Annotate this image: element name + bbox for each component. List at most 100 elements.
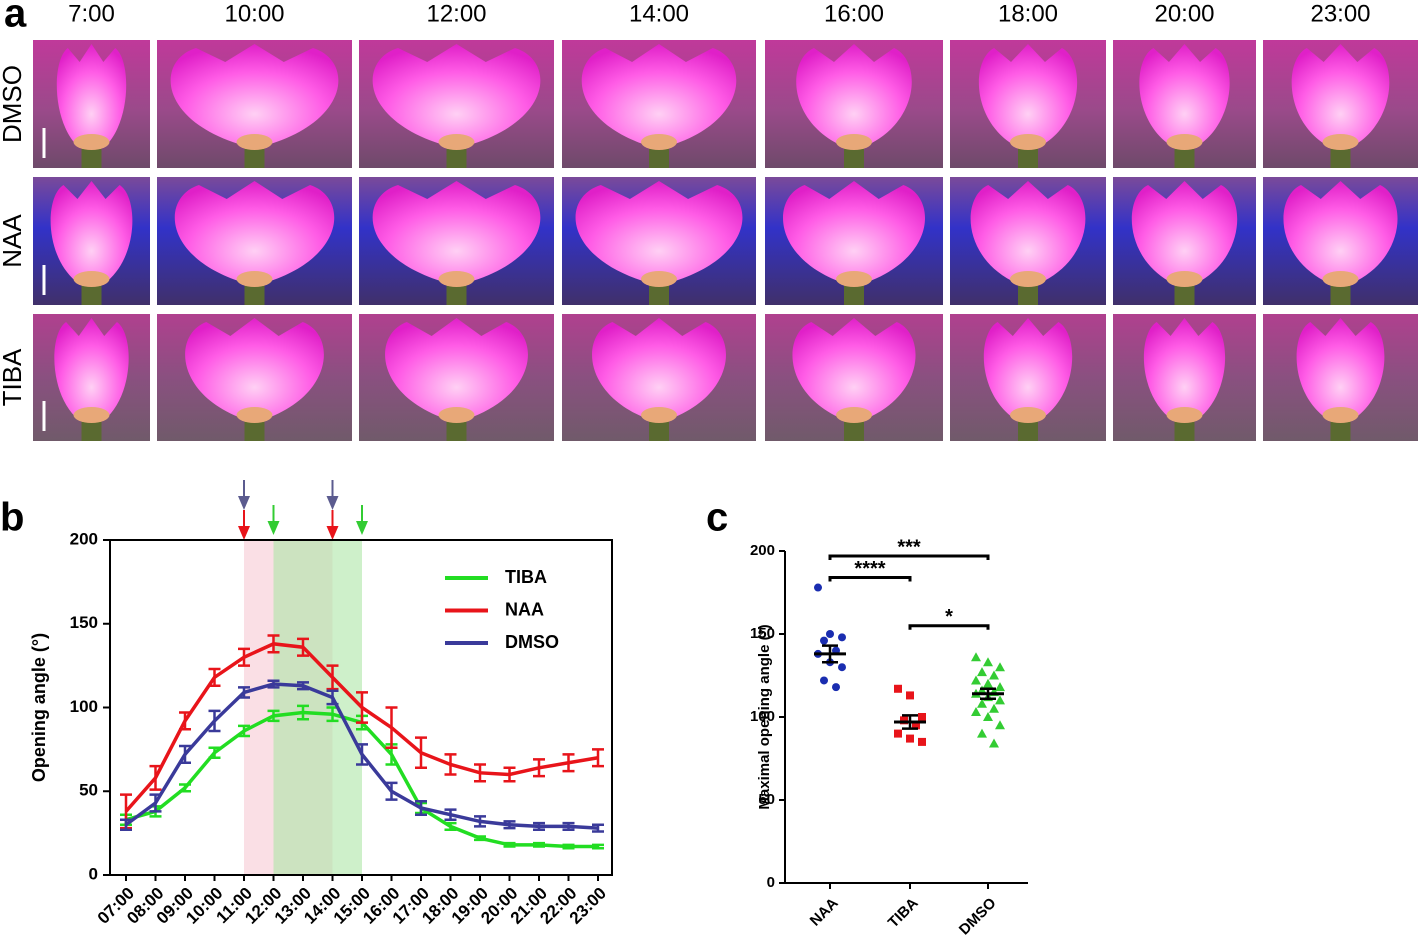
legend-label: NAA <box>505 599 544 619</box>
point <box>814 583 822 592</box>
flower <box>970 181 1086 281</box>
significance-label: **** <box>854 558 885 580</box>
y-tick-label: 0 <box>767 874 775 891</box>
error-bar <box>326 664 339 691</box>
flower <box>1291 44 1390 144</box>
flower <box>581 44 737 144</box>
point <box>838 663 846 672</box>
flower <box>1131 181 1238 281</box>
point <box>983 657 993 667</box>
photo <box>1113 314 1256 441</box>
photo <box>1263 177 1418 305</box>
point <box>832 683 840 692</box>
point <box>995 695 1005 705</box>
flower <box>1143 318 1226 417</box>
row-label: DMSO <box>0 65 27 143</box>
point <box>971 707 981 717</box>
receptacle <box>1010 407 1046 423</box>
error-bar <box>267 634 280 654</box>
error-bar <box>562 821 575 832</box>
time-label: 16:00 <box>824 0 884 27</box>
error-bar <box>592 843 604 850</box>
error-bar <box>474 815 486 828</box>
photo <box>1263 40 1418 168</box>
receptacle <box>836 134 872 150</box>
point <box>918 737 926 746</box>
error-bar <box>444 821 457 832</box>
point <box>894 729 902 738</box>
flower <box>1283 181 1398 281</box>
photo <box>950 40 1106 168</box>
point <box>918 713 926 721</box>
flower <box>792 318 916 417</box>
y-axis-label: Maximal opening angle (°) <box>756 624 773 809</box>
error-bar <box>503 841 516 848</box>
error-bar <box>444 753 457 776</box>
flower <box>592 318 726 417</box>
arrow-head <box>326 526 339 540</box>
photo <box>359 40 554 168</box>
photo <box>359 314 554 441</box>
point <box>820 676 828 685</box>
legend-label: DMSO <box>505 632 559 652</box>
error-bar <box>326 689 339 706</box>
point <box>906 691 914 700</box>
photo <box>765 314 943 441</box>
x-tick-label: DMSO <box>956 894 1000 938</box>
error-bar <box>562 753 575 773</box>
error-bar <box>297 704 309 721</box>
error-bar <box>385 706 398 749</box>
sem-bar <box>822 644 838 664</box>
photo <box>33 40 150 168</box>
receptacle <box>641 407 677 423</box>
arrow-head <box>238 496 250 510</box>
flower <box>385 318 528 417</box>
strip-chart: c 0 50 100 150 200 Maximal opening angle (°) NA… <box>706 496 1028 938</box>
error-bar <box>444 808 457 821</box>
point <box>983 712 993 721</box>
receptacle <box>1010 134 1046 150</box>
photo <box>1263 314 1418 441</box>
photo <box>33 177 150 305</box>
error-bar <box>267 709 280 723</box>
photo <box>1113 177 1256 305</box>
flower <box>372 181 541 281</box>
photo-grid: 7:00 10:00 12:00 14:00 16:00 18:00 20:00 23:00 D… <box>0 0 1418 441</box>
y-tick-label: 150 <box>750 625 775 642</box>
error-bar <box>179 744 191 765</box>
point <box>977 728 987 738</box>
photo <box>950 314 1106 441</box>
point <box>989 738 999 748</box>
error-bar <box>297 637 309 657</box>
error-bar <box>474 835 486 842</box>
error-bar <box>297 681 309 691</box>
error-bar <box>120 818 132 832</box>
error-bar <box>474 763 486 783</box>
receptacle <box>1166 407 1203 423</box>
receptacle <box>73 134 110 150</box>
photo <box>562 40 756 168</box>
row-label: NAA <box>0 214 27 268</box>
point <box>983 678 993 688</box>
flower <box>796 44 912 144</box>
error-bar <box>592 823 604 833</box>
highlight-band <box>273 540 362 875</box>
error-bar <box>208 746 221 759</box>
y-tick-label: 150 <box>70 613 98 632</box>
error-bar <box>356 743 368 766</box>
significance-label: * <box>945 606 953 628</box>
error-bar <box>238 686 250 699</box>
panel-label: c <box>706 496 728 540</box>
flower <box>170 44 339 144</box>
y-tick-label: 200 <box>750 542 775 559</box>
arrow-head <box>267 521 280 535</box>
error-bar <box>179 783 191 793</box>
flower <box>783 181 925 281</box>
error-bar <box>533 821 545 832</box>
y-tick-label: 100 <box>750 708 775 725</box>
receptacle <box>438 134 475 150</box>
arrow-head <box>356 521 368 535</box>
error-bar <box>415 800 427 816</box>
error-bar <box>238 647 250 667</box>
